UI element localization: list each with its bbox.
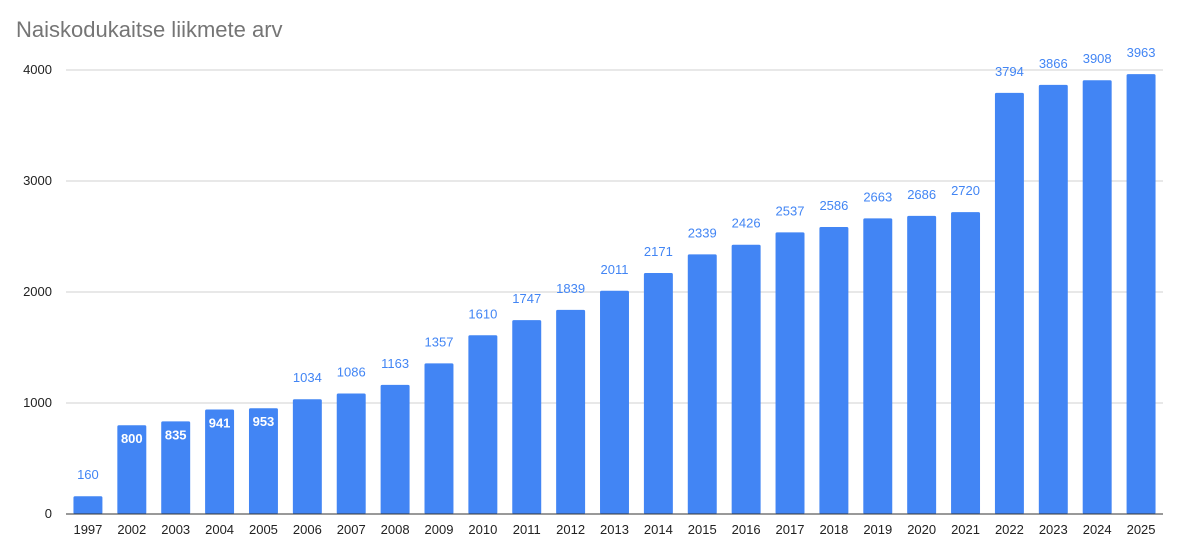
x-tick-label: 2023 [1039, 522, 1068, 537]
bar [1038, 84, 1068, 515]
data-label: 1747 [512, 291, 541, 306]
x-tick-label: 2003 [161, 522, 190, 537]
x-tick-label: 2009 [425, 522, 454, 537]
x-tick-label: 2002 [117, 522, 146, 537]
data-label: 3866 [1039, 56, 1068, 71]
bar [643, 273, 673, 514]
data-label: 3908 [1083, 51, 1112, 66]
data-labels: 160 800 835 941 953 1034 1086 1163 1357 1610 1747 1… [77, 45, 1155, 482]
bar [73, 496, 103, 514]
x-tick-label: 2019 [863, 522, 892, 537]
x-tick-label: 2022 [995, 522, 1024, 537]
data-label: 835 [165, 427, 187, 442]
bar [292, 399, 322, 514]
bars [73, 74, 1156, 515]
data-label: 2586 [819, 198, 848, 213]
bar [556, 309, 586, 514]
x-tick-label: 2007 [337, 522, 366, 537]
data-label: 2011 [601, 262, 629, 277]
bar [1082, 80, 1112, 514]
bar [512, 320, 542, 514]
y-tick-label: 0 [45, 506, 52, 521]
x-tick-label: 1997 [73, 522, 102, 537]
x-tick-label: 2010 [468, 522, 497, 537]
data-label: 953 [253, 414, 275, 429]
bar [951, 212, 981, 514]
data-label: 2537 [776, 203, 805, 218]
data-label: 2720 [951, 183, 980, 198]
bar [775, 232, 805, 514]
x-tick-label: 2011 [513, 522, 541, 537]
bar [380, 384, 410, 514]
x-tick-label: 2015 [688, 522, 717, 537]
data-label: 1610 [468, 306, 497, 321]
bar [424, 363, 454, 514]
y-tick-label: 2000 [23, 284, 52, 299]
x-tick-label: 2004 [205, 522, 234, 537]
chart-title: Naiskodukaitse liikmete arv [16, 17, 283, 42]
data-label: 2426 [732, 216, 761, 231]
data-label: 1086 [337, 364, 366, 379]
y-tick-label: 4000 [23, 62, 52, 77]
data-label: 160 [77, 467, 99, 482]
data-label: 800 [121, 431, 143, 446]
x-tick-label: 2018 [819, 522, 848, 537]
bar [687, 254, 717, 514]
x-tick-label: 2014 [644, 522, 673, 537]
bar [994, 92, 1024, 514]
bar [731, 244, 761, 515]
y-tick-label: 3000 [23, 173, 52, 188]
bar [468, 335, 498, 514]
data-label: 2686 [907, 187, 936, 202]
data-label: 2339 [688, 225, 717, 240]
data-label: 3963 [1127, 45, 1156, 60]
data-label: 2663 [863, 189, 892, 204]
bar [248, 408, 278, 514]
bar [819, 226, 849, 515]
x-tick-label: 2020 [907, 522, 936, 537]
x-tick-label: 2008 [381, 522, 410, 537]
bar [907, 215, 937, 514]
bar [161, 421, 191, 514]
x-tick-label: 2025 [1127, 522, 1156, 537]
bar [205, 409, 235, 514]
axes: 0 1000 2000 3000 4000 1997 2002 2003 2004 2005 200… [23, 62, 1163, 537]
bar [1126, 74, 1156, 515]
data-label: 1034 [293, 370, 322, 385]
x-tick-label: 2005 [249, 522, 278, 537]
data-label: 1357 [425, 334, 454, 349]
x-tick-label: 2017 [776, 522, 805, 537]
data-label: 941 [209, 416, 231, 431]
data-label: 3794 [995, 64, 1024, 79]
data-label: 1839 [556, 281, 585, 296]
x-tick-label: 2012 [556, 522, 585, 537]
bar [117, 425, 147, 514]
bar [600, 290, 629, 514]
x-tick-label: 2021 [951, 522, 980, 537]
data-label: 1163 [381, 356, 409, 371]
y-tick-label: 1000 [23, 395, 52, 410]
x-tick-label: 2013 [600, 522, 629, 537]
data-label: 2171 [644, 244, 673, 259]
bar [336, 393, 366, 514]
bar [863, 218, 893, 515]
x-tick-label: 2016 [732, 522, 761, 537]
x-tick-label: 2024 [1083, 522, 1112, 537]
x-tick-label: 2006 [293, 522, 322, 537]
